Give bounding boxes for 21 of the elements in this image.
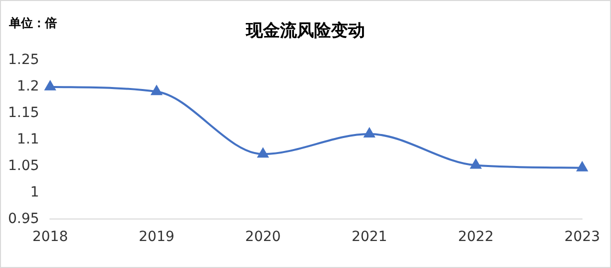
- point: [258, 148, 268, 158]
- point: [151, 86, 162, 96]
- x-tick-label: 2018: [32, 229, 68, 246]
- y-tick-label: 1.05: [8, 158, 40, 174]
- x-tick-label: 2022: [458, 229, 494, 246]
- y-tick-label: 1: [30, 184, 40, 200]
- point: [44, 80, 56, 90]
- y-tick-label: 1.15: [8, 104, 40, 121]
- point: [364, 128, 375, 138]
- x-tick-label: 2021: [352, 229, 388, 246]
- y-tick-label: 1.25: [8, 52, 40, 68]
- y-tick-label: 1.2: [16, 78, 40, 95]
- x-tick-label: 2023: [564, 229, 600, 246]
- x-tick-label: 2020: [245, 229, 281, 246]
- point: [576, 162, 588, 172]
- y-tick-label: 1.1: [16, 131, 40, 148]
- text: 单位：倍: [9, 15, 57, 32]
- point: [470, 159, 482, 169]
- chart-title: 现金流风险变动: [246, 21, 365, 41]
- x-tick-label: 2019: [138, 229, 174, 246]
- y-tick-label: 0.95: [8, 210, 40, 227]
